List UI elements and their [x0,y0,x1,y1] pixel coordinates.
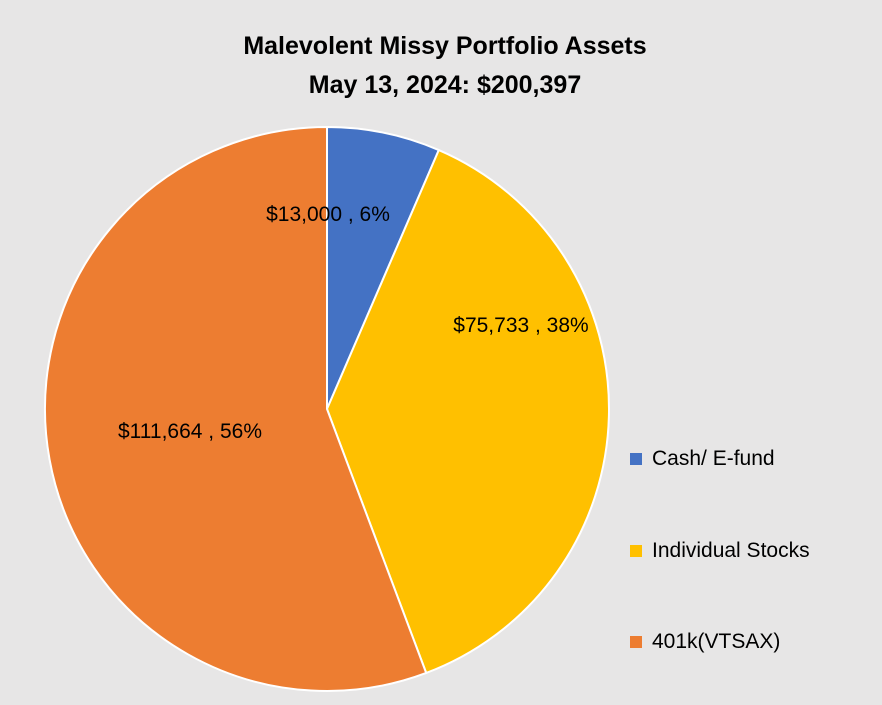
legend-label-individual-stocks: Individual Stocks [652,539,810,562]
data-label-cash: $13,000 , 6% [266,203,390,226]
legend-label-cash: Cash/ E-fund [652,447,775,470]
pie-slice-401k [44,125,428,692]
legend-swatch-individual-stocks [630,545,642,557]
pie-slices [44,125,610,692]
data-label-individual-stocks: $75,733 , 38% [453,314,588,337]
legend-swatch-401k [630,636,642,648]
chart-subtitle: May 13, 2024: $200,397 [308,71,582,99]
pie-slice-individual-stocks [325,148,610,675]
pie-data-labels: $13,000 , 6% $75,733 , 38% $111,664 , 56% [118,203,589,443]
data-label-401k: $111,664 , 56% [118,420,262,443]
legend-label-401k: 401k(VTSAX) [652,630,781,653]
pie-slice-cash [326,125,441,410]
chart-title: Malevolent Missy Portfolio Assets [243,32,647,60]
legend-swatch-cash [630,453,642,465]
